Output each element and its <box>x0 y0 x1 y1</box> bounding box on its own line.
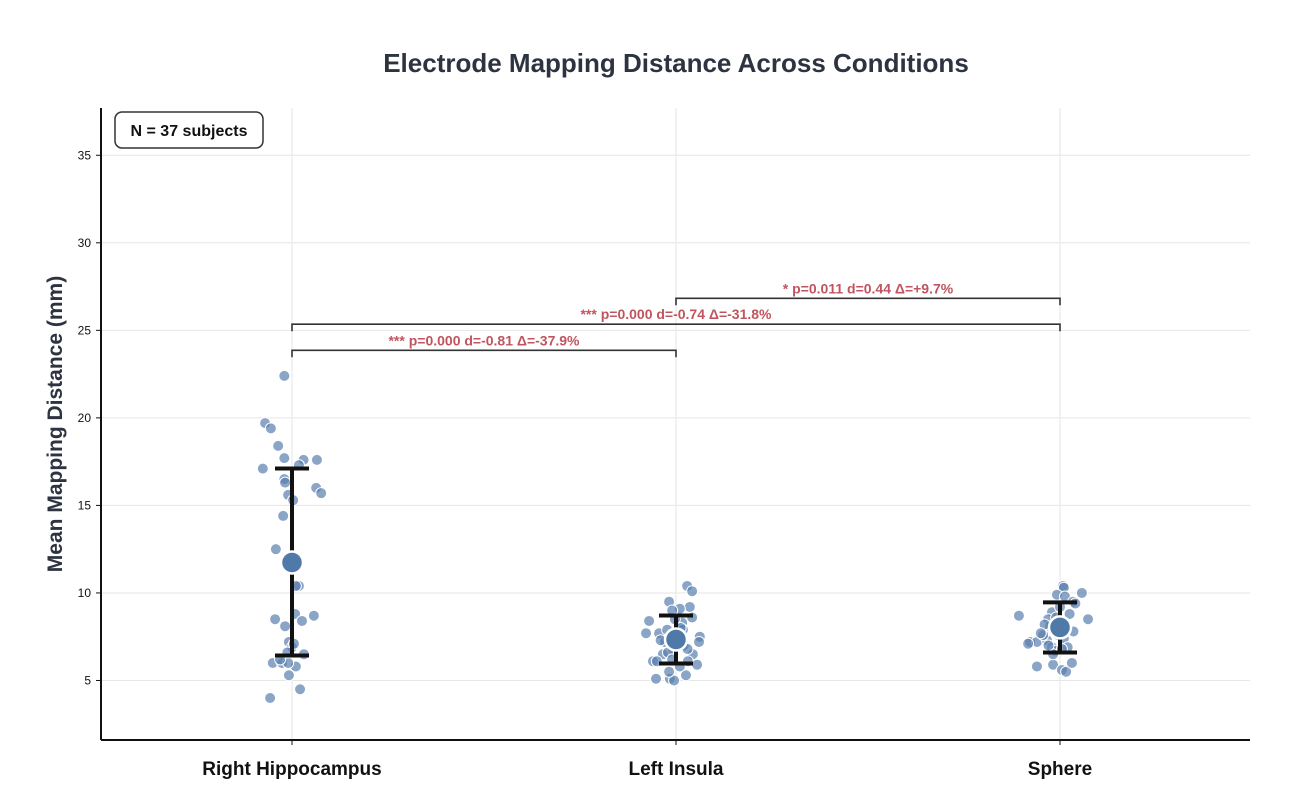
significance-label: *** p=0.000 d=-0.74 Δ=-31.8% <box>580 306 772 322</box>
significance-brackets: *** p=0.000 d=-0.81 Δ=-37.9%*** p=0.000 … <box>291 280 1061 358</box>
x-tick-label: Sphere <box>1028 759 1092 780</box>
y-axis-label: Mean Mapping Distance (mm) <box>44 276 67 572</box>
n-annotation-box: N = 37 subjects <box>114 111 264 149</box>
data-point <box>272 439 285 452</box>
chart-title: Electrode Mapping Distance Across Condit… <box>383 48 969 78</box>
data-point <box>315 487 328 500</box>
data-point <box>278 369 291 382</box>
data-point <box>264 422 277 435</box>
data-point <box>1082 613 1095 626</box>
data-point <box>679 669 692 682</box>
data-point <box>269 543 282 556</box>
data-point <box>683 600 696 613</box>
y-tick-label: 5 <box>84 673 91 687</box>
data-point <box>1034 627 1047 640</box>
data-point <box>1075 586 1088 599</box>
data-point <box>650 672 663 685</box>
data-point <box>1012 609 1025 622</box>
n-annotation-text: N = 37 subjects <box>131 123 248 140</box>
data-point <box>307 609 320 622</box>
y-tick-label: 10 <box>78 586 92 600</box>
significance-bracket <box>291 349 677 358</box>
x-tick-label: Right Hippocampus <box>202 759 381 780</box>
y-tick-label: 20 <box>78 411 92 425</box>
data-point <box>1030 660 1043 673</box>
data-point <box>256 462 269 475</box>
significance-label: * p=0.011 d=0.44 Δ=+9.7% <box>783 280 954 296</box>
data-point <box>1065 656 1078 669</box>
data-point <box>294 683 307 696</box>
data-point <box>1063 607 1076 620</box>
data-point <box>279 620 292 633</box>
data-point <box>295 614 308 627</box>
data-point <box>693 635 706 648</box>
mean-marker <box>663 627 689 652</box>
y-axis: 5 10 15 20 25 30 35 <box>78 108 102 740</box>
data-point <box>1042 639 1055 652</box>
data-point <box>269 613 282 626</box>
data-point <box>264 691 277 704</box>
data-point <box>310 453 323 466</box>
y-tick-label: 30 <box>78 236 92 250</box>
data-point <box>1022 637 1035 650</box>
data-point <box>278 452 291 465</box>
data-point <box>686 585 699 598</box>
error-bars <box>275 466 1077 666</box>
data-point <box>279 476 292 489</box>
significance-label: *** p=0.000 d=-0.81 Δ=-37.9% <box>388 332 580 348</box>
data-point <box>277 509 290 522</box>
data-point <box>282 669 295 682</box>
mean-marker <box>1047 615 1073 640</box>
data-point <box>663 665 676 678</box>
significance-bracket <box>675 297 1061 306</box>
x-tick-label: Left Insula <box>628 759 723 780</box>
y-tick-label: 15 <box>78 498 92 512</box>
data-point <box>1060 665 1073 678</box>
significance-bracket <box>291 323 1061 332</box>
data-point <box>640 627 653 640</box>
y-tick-label: 35 <box>78 148 92 162</box>
data-point <box>643 614 656 627</box>
data-point <box>691 658 704 671</box>
y-tick-label: 25 <box>78 323 92 337</box>
mean-marker <box>279 550 305 575</box>
x-axis: Right Hippocampus Left Insula Sphere <box>101 739 1250 780</box>
